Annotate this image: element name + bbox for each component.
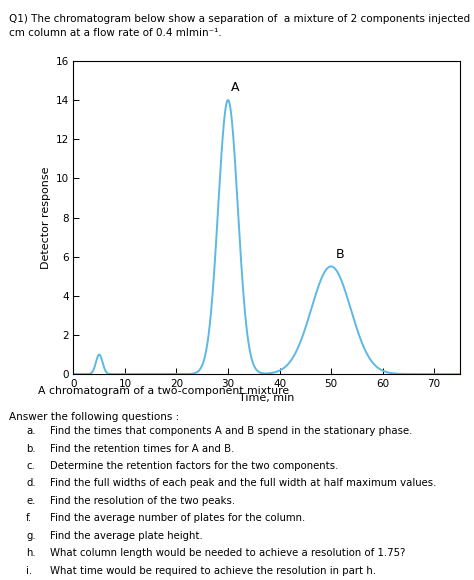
Text: What time would be required to achieve the resolution in part h.: What time would be required to achieve t… (50, 566, 376, 575)
Text: Find the full widths of each peak and the full width at half maximum values.: Find the full widths of each peak and th… (50, 478, 436, 488)
Text: A: A (230, 81, 239, 94)
Text: h.: h. (26, 548, 36, 558)
Text: i.: i. (26, 566, 32, 575)
Text: Find the average number of plates for the column.: Find the average number of plates for th… (50, 513, 305, 523)
Text: Find the times that components A and B spend in the stationary phase.: Find the times that components A and B s… (50, 426, 412, 436)
Text: Find the retention times for A and B.: Find the retention times for A and B. (50, 444, 234, 454)
Text: Find the resolution of the two peaks.: Find the resolution of the two peaks. (50, 496, 235, 506)
Text: cm column at a flow rate of 0.4 mlmin⁻¹.: cm column at a flow rate of 0.4 mlmin⁻¹. (9, 28, 222, 38)
Text: Find the average plate height.: Find the average plate height. (50, 531, 202, 541)
X-axis label: Time, min: Time, min (239, 393, 294, 403)
Text: c.: c. (26, 461, 35, 471)
Text: f.: f. (26, 513, 32, 523)
Text: B: B (336, 248, 345, 260)
Text: Determine the retention factors for the two components.: Determine the retention factors for the … (50, 461, 338, 471)
Text: g.: g. (26, 531, 36, 541)
Text: Answer the following questions :: Answer the following questions : (9, 412, 180, 422)
Text: What column length would be needed to achieve a resolution of 1.75?: What column length would be needed to ac… (50, 548, 405, 558)
Y-axis label: Detector response: Detector response (41, 166, 51, 269)
Text: b.: b. (26, 444, 36, 454)
Text: A chromatogram of a two-component mixture: A chromatogram of a two-component mixtur… (38, 386, 289, 396)
Text: a.: a. (26, 426, 36, 436)
Text: d.: d. (26, 478, 36, 488)
Text: e.: e. (26, 496, 36, 506)
Text: Q1) The chromatogram below show a separation of  a mixture of 2 components injec: Q1) The chromatogram below show a separa… (9, 14, 474, 24)
